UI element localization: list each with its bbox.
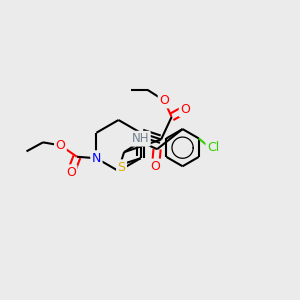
- Text: O: O: [159, 94, 169, 107]
- Text: O: O: [56, 139, 65, 152]
- Text: O: O: [66, 166, 76, 179]
- Text: N: N: [92, 152, 101, 165]
- Text: O: O: [180, 103, 190, 116]
- Text: S: S: [118, 161, 125, 174]
- Text: O: O: [151, 160, 160, 173]
- Text: NH: NH: [132, 132, 149, 145]
- Text: Cl: Cl: [207, 141, 219, 154]
